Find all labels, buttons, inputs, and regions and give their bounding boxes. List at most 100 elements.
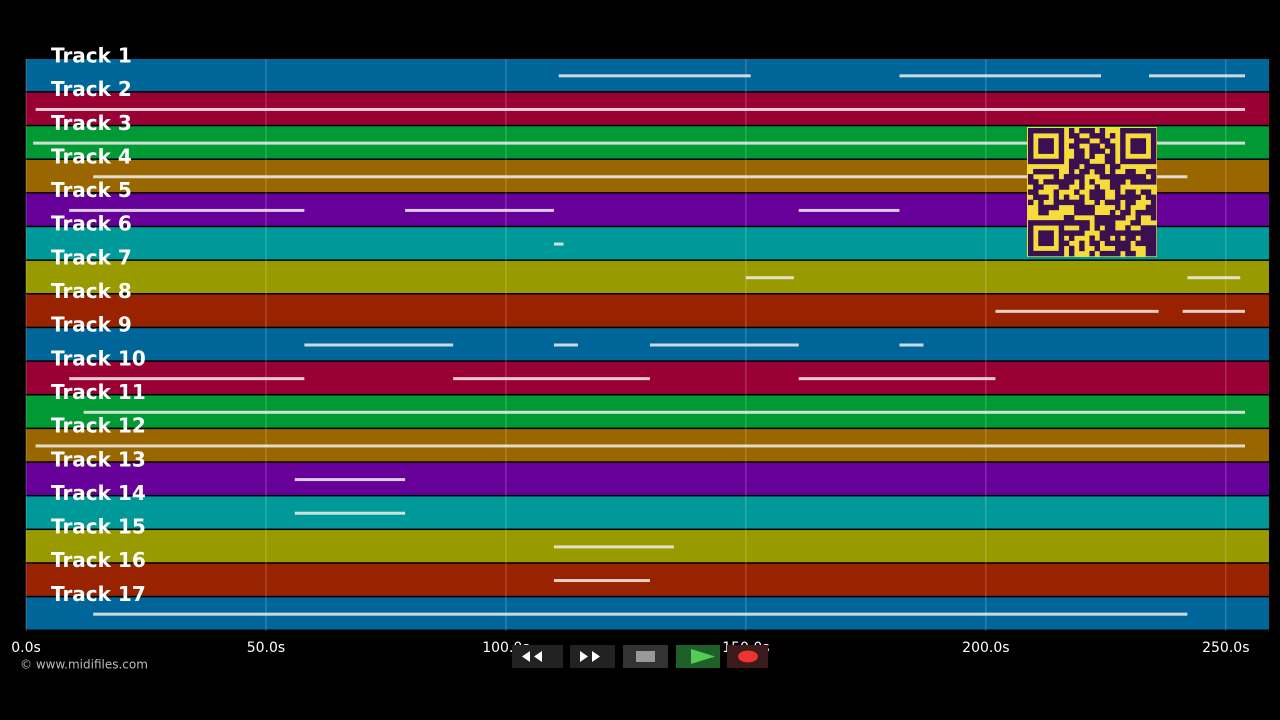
qr-cell [1120,245,1126,252]
track-label: Track 3 [51,111,132,135]
qr-cell [1109,230,1116,236]
qr-cell [1058,158,1065,165]
rewind-icon [522,651,542,662]
x-tick-label: 200.0s [962,640,1009,656]
track-label: Track 10 [51,346,146,370]
qr-cell [1130,158,1136,165]
qr-cell [1053,168,1060,175]
qr-cell [1043,179,1049,185]
controls [512,645,768,668]
qr-cell [1109,153,1116,160]
qr-cell [1094,168,1100,175]
qr-cell [1058,148,1065,154]
note [558,74,751,78]
copyright: © www.midifiles.com [20,658,148,672]
qr-cell [1089,128,1095,134]
qr-cell [1094,215,1100,221]
qr-cell [1058,230,1065,236]
note [899,343,924,347]
track-label: Track 15 [51,515,146,539]
qr-cell [1140,143,1147,149]
qr-cell [1089,153,1095,160]
qr-cell [1089,189,1095,195]
qr-cell [1028,133,1034,139]
qr-cell [1028,143,1034,149]
qr-cell [1125,245,1131,252]
qr-cell [1150,153,1157,160]
note [1182,309,1246,313]
qr-cell [1079,230,1085,236]
qr-cell [1033,250,1039,257]
note [69,377,305,381]
qr-cell [1135,158,1141,165]
qr-cell [1120,148,1126,154]
qr-cell [1053,204,1060,211]
qr-cell [1140,174,1147,180]
qr-cell [1104,225,1111,231]
qr-cell [1104,230,1111,236]
record-icon [738,650,758,663]
track-label: Track 11 [51,380,146,404]
qr-cell [1028,128,1034,134]
qr-cell [1140,230,1147,236]
qr-cell [1089,133,1095,139]
track-label: Track 7 [51,245,132,269]
qr-cell [1058,250,1065,257]
qr-code [1027,127,1157,257]
qr-cell [1033,168,1039,175]
qr-cell [1115,215,1121,221]
qr-cell [1099,189,1106,195]
qr-cell [1038,168,1044,175]
qr-cell [1079,220,1085,226]
note [93,612,1188,616]
qr-cell [1048,240,1054,247]
note [1149,74,1246,78]
note [553,343,578,347]
qr-cell [1053,199,1060,206]
qr-cell [1115,245,1121,252]
qr-cell [1150,148,1157,154]
qr-cell [1084,158,1090,165]
qr-cell [1058,143,1065,149]
qr-cell [1140,138,1147,144]
qr-cell [1109,133,1116,139]
qr-cell [1099,128,1106,134]
note [553,545,674,549]
qr-cell [1094,133,1100,139]
qr-cell [1099,235,1106,241]
track-label: Track 13 [51,447,146,471]
qr-cell [1135,240,1141,247]
note [745,276,794,280]
qr-cell [1043,158,1049,165]
qr-cell [1043,168,1049,175]
qr-cell [1150,245,1157,252]
qr-cell [1074,230,1080,236]
forward-icon [580,651,600,662]
qr-cell [1068,235,1075,241]
qr-cell [1079,199,1085,206]
track-label: Track 4 [51,144,132,168]
note [995,309,1159,313]
note [294,511,406,515]
qr-cell [1068,250,1075,257]
qr-cell [1079,179,1085,185]
note [405,208,554,212]
x-tick-label: 0.0s [11,640,41,656]
qr-cell [1115,179,1121,185]
qr-cell [1089,209,1095,216]
qr-cell [1094,245,1100,252]
qr-cell [1074,220,1080,226]
qr-cell [1130,235,1136,241]
qr-cell [1028,148,1034,154]
qr-cell [1074,133,1080,139]
qr-cell [1094,194,1100,200]
qr-cell [1074,138,1080,144]
qr-cell [1079,184,1085,190]
qr-cell [1084,128,1090,134]
qr-cell [1150,138,1157,144]
qr-cell [1140,209,1147,216]
qr-cell [1115,240,1121,247]
qr-cell [1084,138,1090,144]
qr-cell [1028,174,1034,180]
qr-cell [1058,225,1065,231]
